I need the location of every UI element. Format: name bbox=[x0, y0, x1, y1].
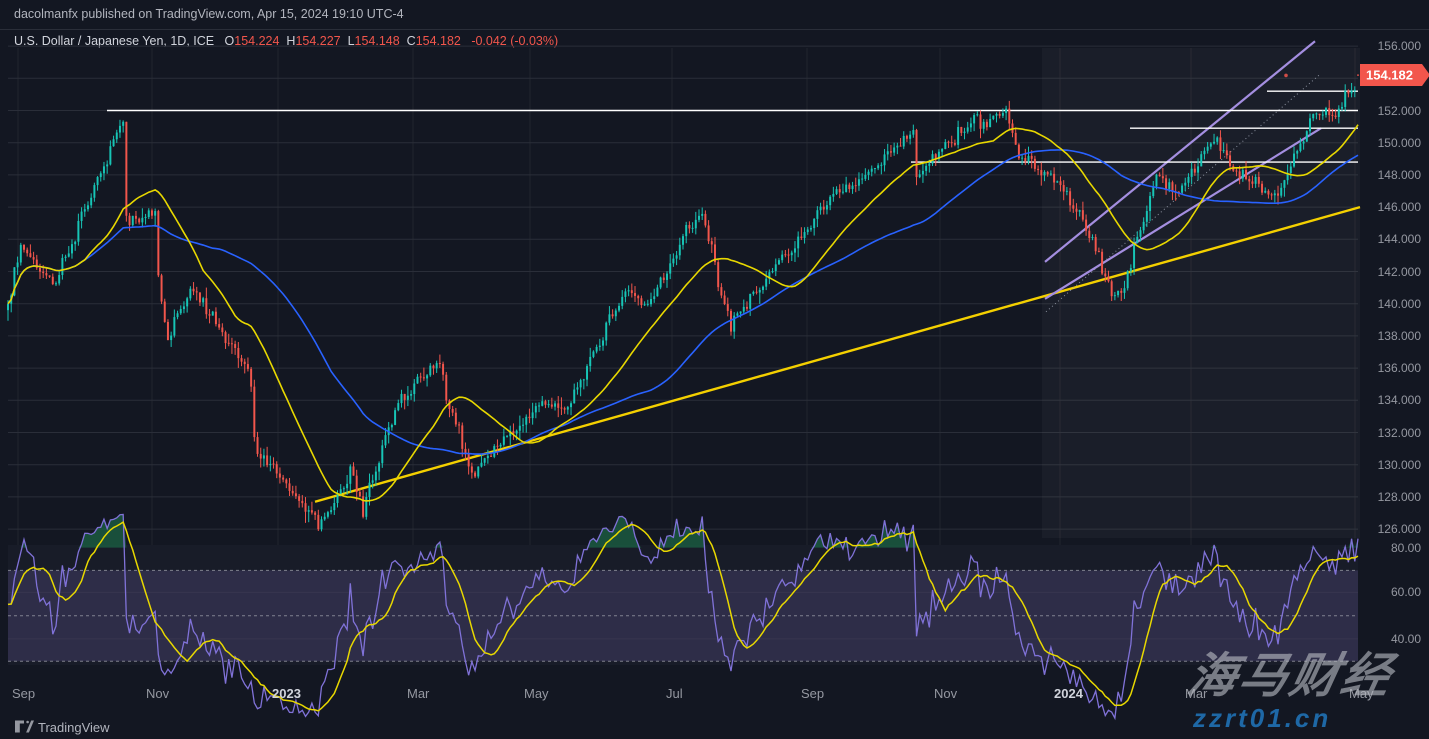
svg-text:154.182: 154.182 bbox=[1366, 68, 1413, 83]
svg-text:TradingView: TradingView bbox=[38, 720, 110, 735]
